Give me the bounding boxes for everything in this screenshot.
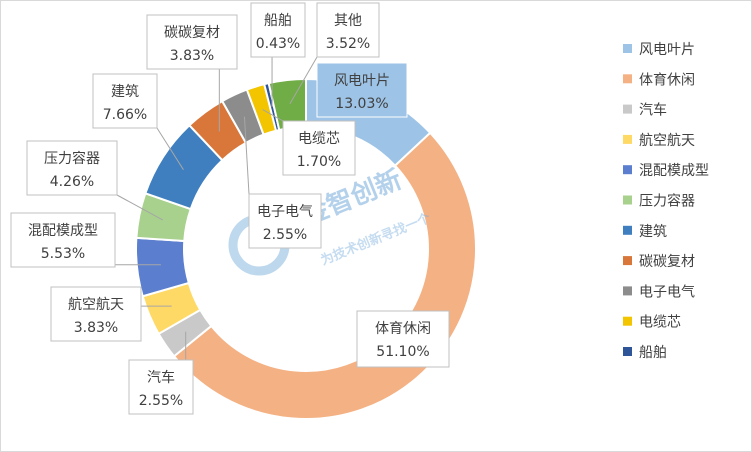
data-label-name: 电缆芯 (298, 131, 340, 147)
data-label-name: 船舶 (264, 13, 292, 29)
data-label-name: 体育休闲 (375, 321, 431, 337)
data-label-name: 碳碳复材 (164, 24, 220, 41)
legend-swatch (623, 74, 632, 84)
slice-1 (172, 131, 478, 421)
data-label-name: 混配模成型 (28, 223, 98, 239)
leader-line (116, 194, 164, 221)
data-label-value: 51.10% (376, 344, 429, 360)
legend-swatch (623, 225, 632, 235)
legend-item-label: 航空航天 (639, 133, 695, 149)
data-label-value: 1.70% (297, 154, 341, 170)
data-label-box (146, 14, 238, 70)
legend-item-label: 电子电气 (639, 284, 695, 300)
data-label-box (128, 359, 194, 415)
legend-item-label: 压力容器 (639, 193, 695, 210)
data-label-value: 4.26% (50, 174, 94, 190)
data-label-value: 3.83% (170, 48, 214, 64)
legend-item-label: 汽车 (639, 102, 667, 119)
data-label-box (26, 140, 118, 196)
legend-item-label: 混配模成型 (639, 163, 709, 179)
legend-swatch (623, 256, 632, 266)
data-label-value: 3.52% (326, 36, 370, 52)
data-label-value: 3.83% (74, 320, 118, 336)
legend-swatch (623, 195, 632, 205)
data-label-value: 5.53% (41, 246, 85, 262)
legend-item-label: 风电叶片 (639, 42, 695, 58)
data-label-name: 汽车 (147, 369, 175, 386)
data-label-box (250, 2, 306, 58)
data-label-name: 其他 (334, 13, 362, 29)
data-label-box (10, 212, 116, 268)
legend-swatch (623, 104, 632, 114)
data-label-value: 0.43% (256, 36, 300, 52)
legend-item-label: 建筑 (639, 224, 667, 240)
data-label-box (282, 120, 356, 176)
legend-swatch (623, 165, 632, 175)
data-label-value: 7.66% (103, 107, 147, 123)
data-label-name: 压力容器 (44, 150, 100, 167)
leader-line (156, 127, 184, 170)
data-label-name: 风电叶片 (334, 73, 390, 89)
legend-swatch (623, 316, 632, 326)
data-label-box (316, 2, 380, 58)
data-label-box (248, 193, 322, 249)
leader-line (243, 116, 250, 195)
leader-line (262, 109, 284, 122)
data-label-name: 电子电气 (257, 204, 313, 220)
data-label-name: 建筑 (111, 84, 139, 100)
data-label-box (356, 310, 450, 368)
data-label-value: 2.55% (139, 393, 183, 409)
data-labels: 风电叶片 13.03% 体育休闲 51.10% 汽车 2.55% 航空航天 3.83% 混配模成… (10, 2, 450, 415)
data-label-box (92, 73, 158, 129)
data-label-box (50, 286, 142, 342)
data-label-name: 航空航天 (68, 297, 124, 313)
data-label-value: 13.03% (335, 96, 388, 112)
legend-item-label: 碳碳复材 (639, 253, 695, 270)
legend-swatch (623, 44, 632, 53)
legend-item-label: 船舶 (639, 345, 667, 361)
legend-swatch (623, 347, 632, 356)
legend-item-label: 电缆芯 (639, 315, 681, 331)
data-label-value: 2.55% (263, 227, 307, 243)
leader-line (289, 56, 318, 105)
legend-swatch (623, 286, 632, 296)
data-label-box (316, 62, 408, 118)
leader-lines (115, 56, 318, 360)
legend-swatch (623, 134, 632, 144)
legend-item-label: 体育休闲 (639, 72, 695, 88)
